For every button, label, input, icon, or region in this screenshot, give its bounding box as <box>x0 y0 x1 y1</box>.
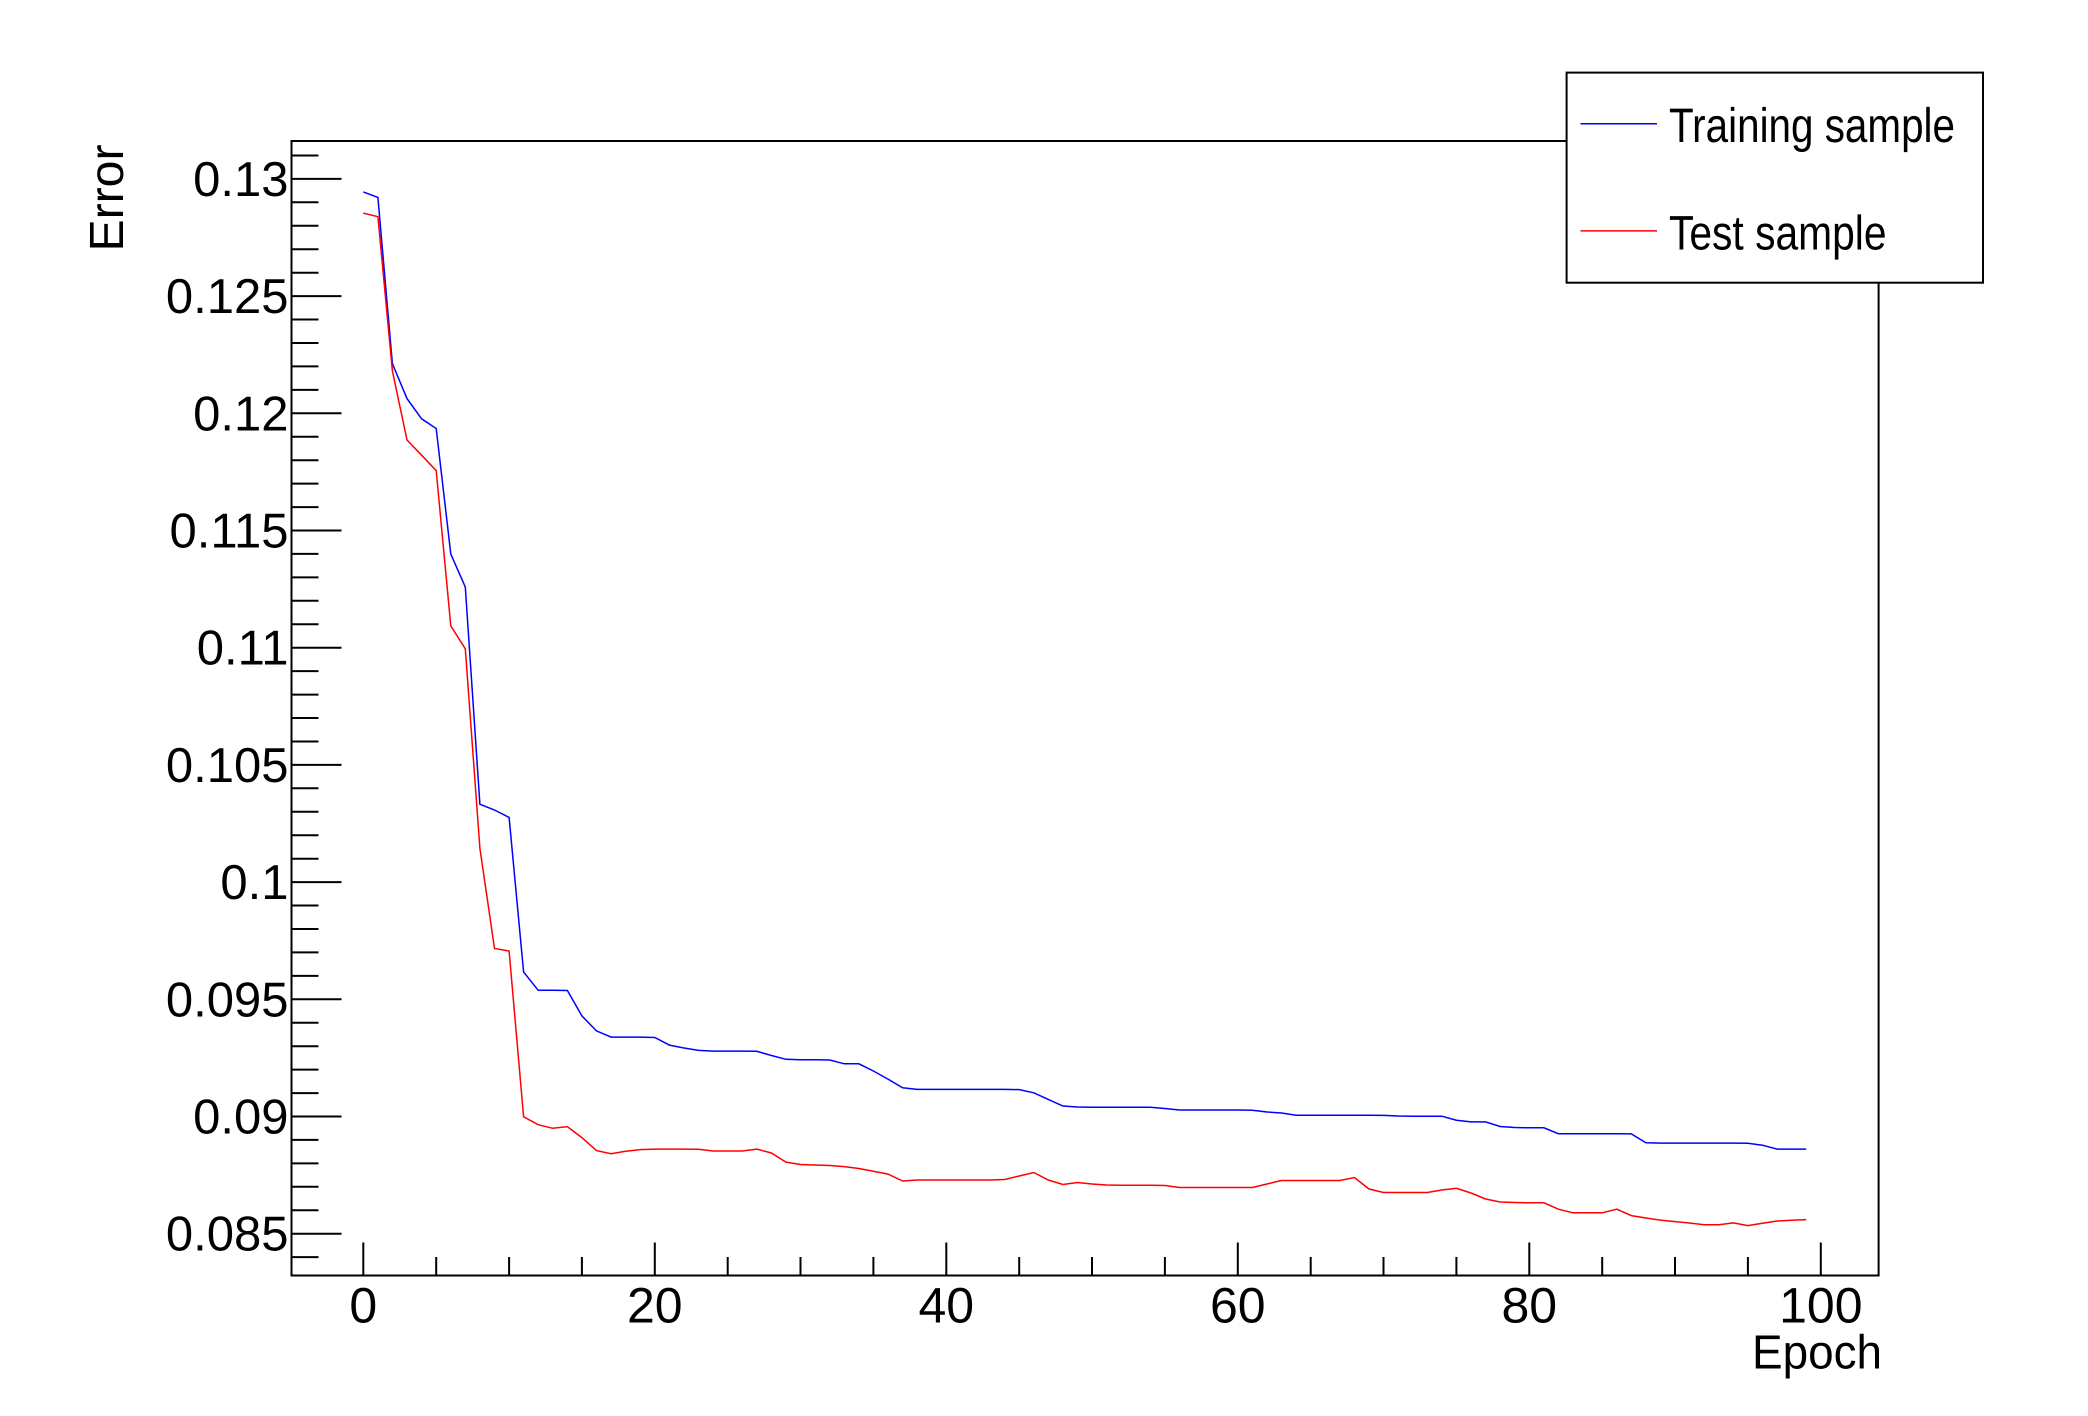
svg-text:60: 60 <box>1210 1278 1266 1334</box>
svg-text:0.12: 0.12 <box>193 387 288 441</box>
svg-text:80: 80 <box>1501 1278 1557 1334</box>
svg-text:0: 0 <box>349 1278 377 1334</box>
svg-text:Epoch: Epoch <box>1752 1327 1882 1380</box>
svg-text:0.13: 0.13 <box>193 153 288 207</box>
svg-text:40: 40 <box>918 1278 974 1334</box>
svg-text:Error: Error <box>81 144 134 251</box>
svg-text:0.115: 0.115 <box>170 505 289 559</box>
svg-text:Test sample: Test sample <box>1669 206 1887 260</box>
svg-text:100: 100 <box>1779 1278 1862 1334</box>
svg-text:0.105: 0.105 <box>166 739 289 793</box>
svg-text:0.09: 0.09 <box>193 1091 288 1145</box>
svg-text:0.085: 0.085 <box>166 1208 289 1262</box>
svg-text:0.125: 0.125 <box>166 270 289 324</box>
svg-text:0.095: 0.095 <box>166 973 289 1027</box>
svg-text:0.11: 0.11 <box>197 622 289 676</box>
svg-text:0.1: 0.1 <box>220 856 288 910</box>
svg-text:20: 20 <box>627 1278 683 1334</box>
svg-text:Training sample: Training sample <box>1669 99 1955 153</box>
